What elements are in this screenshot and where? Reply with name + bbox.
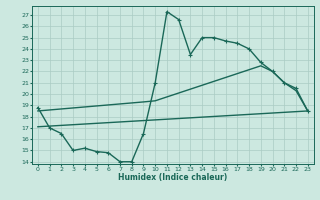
X-axis label: Humidex (Indice chaleur): Humidex (Indice chaleur) xyxy=(118,173,228,182)
